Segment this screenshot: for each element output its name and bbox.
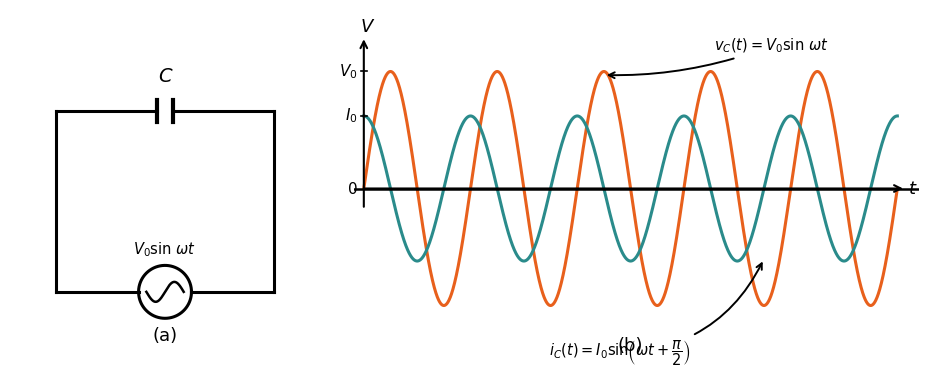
Text: (b): (b): [618, 337, 643, 355]
Text: $V_0 \sin\,\omega t$: $V_0 \sin\,\omega t$: [134, 241, 196, 259]
Text: $i_C(t) = I_0 \sin\!\left(\omega t + \dfrac{\pi}{2}\right)$: $i_C(t) = I_0 \sin\!\left(\omega t + \df…: [549, 263, 762, 368]
Text: (a): (a): [153, 327, 177, 345]
Text: $V$: $V$: [360, 18, 375, 37]
Text: $I_0$: $I_0$: [345, 107, 358, 125]
Text: $v_C(t) = V_0 \sin\,\omega t$: $v_C(t) = V_0 \sin\,\omega t$: [609, 37, 829, 78]
Text: $V_0$: $V_0$: [339, 62, 358, 81]
Text: C: C: [158, 67, 172, 86]
Text: $0$: $0$: [347, 181, 358, 196]
Text: $t$: $t$: [908, 179, 918, 198]
